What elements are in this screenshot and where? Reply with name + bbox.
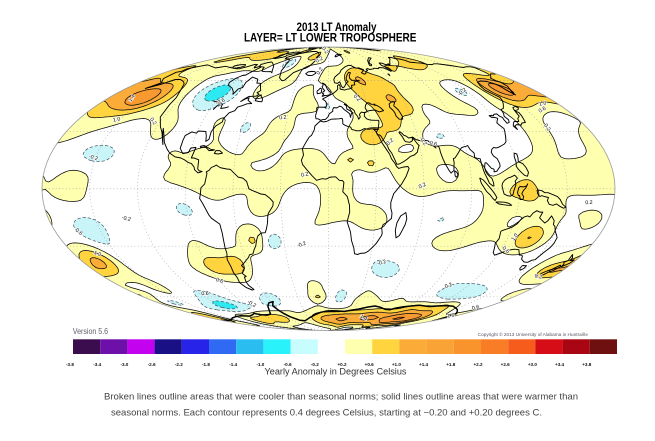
svg-text:0.2: 0.2	[279, 115, 287, 122]
svg-text:0.2: 0.2	[320, 46, 329, 56]
svg-text:0.2: 0.2	[316, 67, 325, 77]
svg-text:1.0: 1.0	[447, 312, 455, 319]
svg-text:-2.6: -2.6	[148, 362, 156, 367]
svg-text:1.4: 1.4	[128, 94, 137, 104]
svg-text:-0.2: -0.2	[311, 362, 319, 367]
svg-text:+3.0: +3.0	[528, 362, 538, 367]
svg-text:0.2: 0.2	[418, 182, 427, 191]
svg-text:0.2: 0.2	[534, 273, 543, 280]
svg-text:-0.2: -0.2	[121, 215, 131, 223]
svg-text:+2.6: +2.6	[501, 362, 511, 367]
svg-text:1.0: 1.0	[539, 100, 548, 108]
svg-text:0.6: 0.6	[501, 246, 511, 255]
svg-text:-0.2: -0.2	[418, 136, 428, 147]
svg-text:-3.8: -3.8	[66, 362, 74, 367]
svg-text:-0.6: -0.6	[215, 97, 226, 106]
svg-text:1.0: 1.0	[93, 250, 102, 258]
svg-text:-0.2: -0.2	[246, 299, 257, 309]
svg-text:0.2: 0.2	[542, 123, 551, 133]
svg-text:0.6: 0.6	[201, 291, 209, 297]
svg-text:+0.6: +0.6	[365, 362, 375, 367]
svg-text:0.2: 0.2	[352, 94, 361, 103]
svg-text:-3.4: -3.4	[93, 362, 101, 367]
svg-text:-2.2: -2.2	[175, 362, 183, 367]
svg-text:0.2: 0.2	[315, 56, 324, 65]
svg-text:0.2: 0.2	[301, 171, 310, 178]
svg-text:0.6: 0.6	[74, 228, 84, 237]
svg-text:-3.0: -3.0	[120, 362, 128, 367]
svg-text:-1.4: -1.4	[229, 362, 237, 367]
svg-text:0.2: 0.2	[585, 200, 593, 206]
svg-text:0.6: 0.6	[215, 277, 224, 285]
svg-text:+1.0: +1.0	[392, 362, 402, 367]
svg-text:-0.6: -0.6	[284, 362, 292, 367]
svg-text:+1.8: +1.8	[446, 362, 456, 367]
svg-text:seasonal norms. Each contour r: seasonal norms. Each contour represents …	[111, 407, 542, 417]
svg-text:Copyright © 2013 University of: Copyright © 2013 University of Alabama i…	[478, 331, 589, 337]
svg-text:1.0: 1.0	[113, 116, 122, 124]
svg-text:0.6: 0.6	[538, 106, 547, 115]
svg-text:2013 LT Anomaly: 2013 LT Anomaly	[297, 20, 377, 34]
svg-text:-1.0: -1.0	[256, 362, 264, 367]
svg-text:LAYER= LT LOWER TROPOSPHERE: LAYER= LT LOWER TROPOSPHERE	[244, 30, 417, 44]
svg-text:-0.2: -0.2	[88, 154, 99, 162]
svg-text:+1.4: +1.4	[419, 362, 429, 367]
svg-text:Version 5.6: Version 5.6	[73, 327, 109, 336]
svg-text:1.4: 1.4	[359, 314, 368, 323]
svg-text:0.6: 0.6	[429, 140, 438, 148]
svg-text:0.2: 0.2	[444, 282, 453, 290]
svg-text:+3.8: +3.8	[582, 362, 592, 367]
svg-text:+0.2: +0.2	[337, 362, 347, 367]
svg-text:-0.2: -0.2	[296, 241, 307, 250]
svg-text:Yearly Anomaly in Degrees Cels: Yearly Anomaly in Degrees Celsius	[265, 366, 407, 377]
svg-text:0.2: 0.2	[148, 117, 157, 127]
svg-text:1.0: 1.0	[511, 233, 520, 243]
svg-text:-0.2: -0.2	[377, 259, 387, 267]
svg-text:+2.2: +2.2	[473, 362, 483, 367]
svg-text:Broken lines outline areas tha: Broken lines outline areas that were coo…	[104, 391, 578, 401]
svg-text:0.2: 0.2	[386, 138, 396, 147]
svg-text:+3.4: +3.4	[555, 362, 565, 367]
svg-text:-0.2: -0.2	[457, 87, 468, 97]
svg-text:0.6: 0.6	[471, 304, 480, 312]
svg-text:-1.8: -1.8	[202, 362, 210, 367]
